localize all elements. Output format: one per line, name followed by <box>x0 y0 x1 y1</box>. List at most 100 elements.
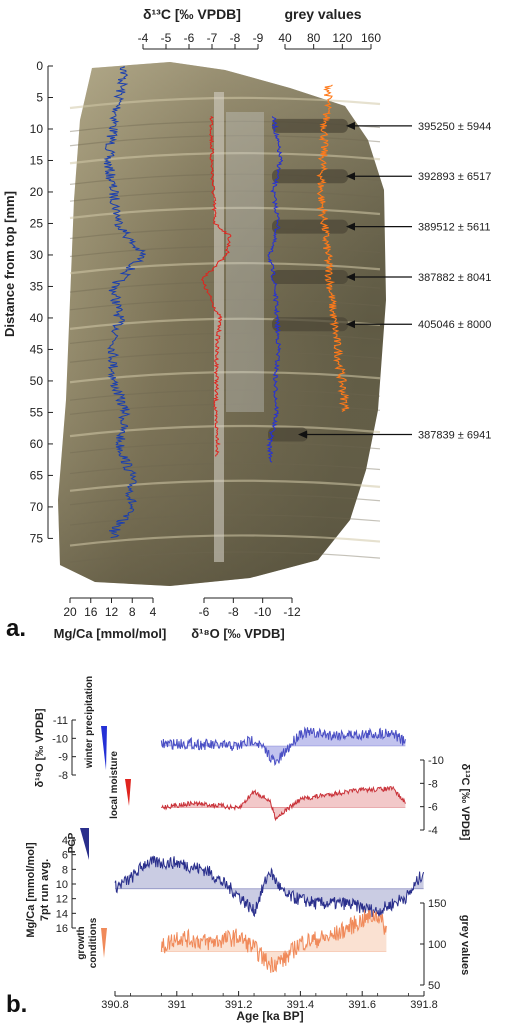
age-arrow-head <box>346 172 355 181</box>
mgca-bottom-title: Mg/Ca [mmol/mol] <box>54 626 167 641</box>
series-line-grey values <box>160 910 387 973</box>
winter-precip-wedge <box>101 726 107 770</box>
grey-top-tick-label: 40 <box>278 31 292 45</box>
b-d13c-tick-label: -10 <box>428 755 444 767</box>
drill-hole <box>272 317 348 332</box>
b-d18o-tick-label: -11 <box>53 715 68 727</box>
depth-tick-label: 45 <box>30 342 44 356</box>
grey-top-tick-label: 120 <box>332 31 352 45</box>
d18o-bottom-tick-label: -8 <box>228 605 239 619</box>
drill-hole <box>268 427 308 442</box>
depth-tick-label: 40 <box>30 311 44 325</box>
depth-tick-label: 0 <box>36 59 43 73</box>
depth-tick-label: 50 <box>30 374 44 388</box>
age-label: 405046 ± 8000 <box>418 319 491 331</box>
panel-b: -11 -10 -9 -8 δ¹⁸O [‰ VPDB] -10 -8 -6 -4 δ¹³C … <box>6 676 471 1023</box>
sampling-track-wide <box>226 112 264 412</box>
panel-a-series <box>103 65 350 539</box>
b-mgca-tick-label: 6 <box>62 850 68 862</box>
depth-tick-label: 25 <box>30 216 44 230</box>
age-label: 387839 ± 6941 <box>418 429 491 441</box>
b-d13c-tick-label: -8 <box>428 778 438 790</box>
series-line-δ¹⁸O [‰ VPDB] <box>266 116 284 463</box>
drill-hole <box>272 169 348 184</box>
age-label: 392893 ± 6517 <box>418 171 491 183</box>
b-x-tick-label: 391.6 <box>348 999 376 1011</box>
u-th-ages: 395250 ± 5944 392893 ± 6517 389512 ± 5611 3… <box>298 121 491 441</box>
d13c-top-ticks: -4 -5 -6 -7 -8 -9 <box>138 31 264 50</box>
depth-axis-title: Distance from top [mm] <box>2 191 17 337</box>
depth-tick-label: 55 <box>30 405 44 419</box>
local-moisture-label: local moisture <box>109 751 120 819</box>
b-x-tick-label: 391 <box>168 999 186 1011</box>
b-d18o-ticks: -11 -10 -9 -8 <box>52 715 76 782</box>
depth-tick-label: 35 <box>30 279 44 293</box>
growth-label-2: conditions <box>88 917 99 968</box>
depth-tick-label: 75 <box>30 531 44 545</box>
series-line-Mg/Ca [mmol/mol] <box>103 65 146 539</box>
winter-precip-label: winter precipitation <box>84 676 95 769</box>
b-d13c-tick-label: -4 <box>428 825 438 837</box>
age-arrow-head <box>346 320 355 329</box>
series-line-δ¹⁸O <box>160 726 406 766</box>
b-d18o-tick-label: -9 <box>58 752 68 764</box>
b-x-title: Age [ka BP] <box>236 1009 303 1023</box>
mgca-bottom-ticks: 20 16 12 8 4 <box>63 597 157 619</box>
b-x-tick-label: 390.8 <box>101 999 129 1011</box>
age-label: 389512 ± 5611 <box>418 222 491 234</box>
dating-holes <box>268 118 348 442</box>
b-mgca-tick-label: 12 <box>56 894 68 906</box>
b-d13c-ticks: -10 -8 -6 -4 <box>420 755 444 837</box>
depth-tick-label: 10 <box>30 122 44 136</box>
d18o-bottom-title: δ¹⁸O [‰ VPDB] <box>191 626 284 641</box>
growth-label-1: growth <box>76 926 87 959</box>
b-d13c-tick-label: -6 <box>428 802 438 814</box>
b-mgca-label-1: Mg/Ca [mmol/mol] <box>25 842 37 938</box>
depth-tick-label: 30 <box>30 248 44 262</box>
mgca-bottom-tick-label: 8 <box>129 605 136 619</box>
d13c-top-tick-label: -9 <box>253 31 264 45</box>
b-grey-tick-label: 100 <box>428 939 446 951</box>
mgca-bottom-tick-label: 4 <box>150 605 157 619</box>
b-mgca-ticks: 4 6 8 10 12 14 16 <box>56 835 76 935</box>
b-grey-tick-label: 50 <box>428 980 440 992</box>
age-arrow-head <box>346 273 355 282</box>
local-moisture-wedge <box>125 779 131 806</box>
age-arrow-head <box>298 430 307 439</box>
b-mgca-tick-label: 8 <box>62 864 68 876</box>
drill-hole <box>272 270 348 285</box>
grey-top-tick-label: 160 <box>361 31 381 45</box>
d18o-bottom-tick-label: -10 <box>254 605 272 619</box>
age-arrow-head <box>346 121 355 130</box>
b-x-ticks: 390.8 391 391.2 391.4 391.6 391.8 <box>101 991 438 1011</box>
b-d13c-label: δ¹³C [‰ VPDB] <box>459 764 471 841</box>
depth-tick-label: 15 <box>30 153 44 167</box>
mgca-bottom-tick-label: 12 <box>105 605 119 619</box>
anomaly-fill-grey values <box>161 910 387 973</box>
age-arrow-head <box>346 222 355 231</box>
age-label: 395250 ± 5944 <box>418 121 491 133</box>
pcp-wedge <box>80 828 89 860</box>
depth-axis-ticks: 0 5 10 15 20 25 30 35 40 45 50 55 60 65 70 75 <box>30 59 53 545</box>
depth-tick-label: 65 <box>30 468 44 482</box>
b-mgca-tick-label: 4 <box>62 835 68 847</box>
panel-b-series <box>114 726 425 973</box>
b-d18o-tick-label: -8 <box>58 770 68 782</box>
depth-tick-label: 20 <box>30 185 44 199</box>
b-d18o-tick-label: -10 <box>52 733 68 745</box>
grey-top-ticks: 40 80 120 160 <box>278 31 381 50</box>
b-x-tick-label: 391.2 <box>225 999 253 1011</box>
b-mgca-tick-label: 10 <box>56 879 68 891</box>
b-mgca-tick-label: 16 <box>56 923 68 935</box>
depth-tick-label: 5 <box>36 90 43 104</box>
d18o-bottom-ticks: -6 -8 -10 -12 <box>199 597 301 619</box>
b-grey-label: grey values <box>459 915 471 976</box>
grey-top-tick-label: 80 <box>307 31 321 45</box>
growth-wedge <box>101 928 107 958</box>
b-x-tick-label: 391.4 <box>287 999 315 1011</box>
series-line-Mg/Ca 7pt run avg. <box>114 855 425 918</box>
grey-top-title: grey values <box>284 6 361 22</box>
d18o-bottom-tick-label: -6 <box>199 605 210 619</box>
d18o-bottom-tick-label: -12 <box>283 605 301 619</box>
d13c-top-tick-label: -5 <box>161 31 172 45</box>
